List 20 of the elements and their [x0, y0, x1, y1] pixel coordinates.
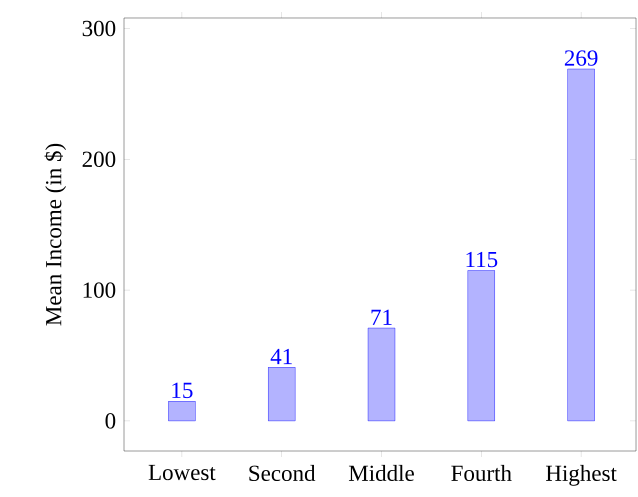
x-tick-label: Second	[249, 464, 316, 482]
y-tick-label: 300	[82, 20, 116, 36]
data-label: 115	[466, 252, 498, 268]
data-label: 15	[172, 382, 192, 398]
x-tick-label: Lowest	[148, 464, 216, 480]
y-tick-label: 0	[106, 413, 116, 429]
bar	[468, 270, 495, 422]
x-tick-label: Middle	[348, 464, 414, 482]
bar	[268, 367, 296, 422]
x-tick-label: Fourth	[451, 464, 512, 482]
data-label: 269	[564, 50, 598, 66]
bar	[567, 68, 595, 422]
bar	[168, 401, 196, 422]
data-label: 71	[372, 310, 392, 325]
y-tick-label: 200	[82, 152, 116, 168]
y-tick-label: 100	[84, 282, 116, 298]
data-label: 41	[270, 348, 292, 364]
bar	[368, 328, 396, 422]
y-axis-title: Mean Income (in $)	[44, 144, 66, 326]
x-tick-label: Highest	[546, 464, 617, 486]
